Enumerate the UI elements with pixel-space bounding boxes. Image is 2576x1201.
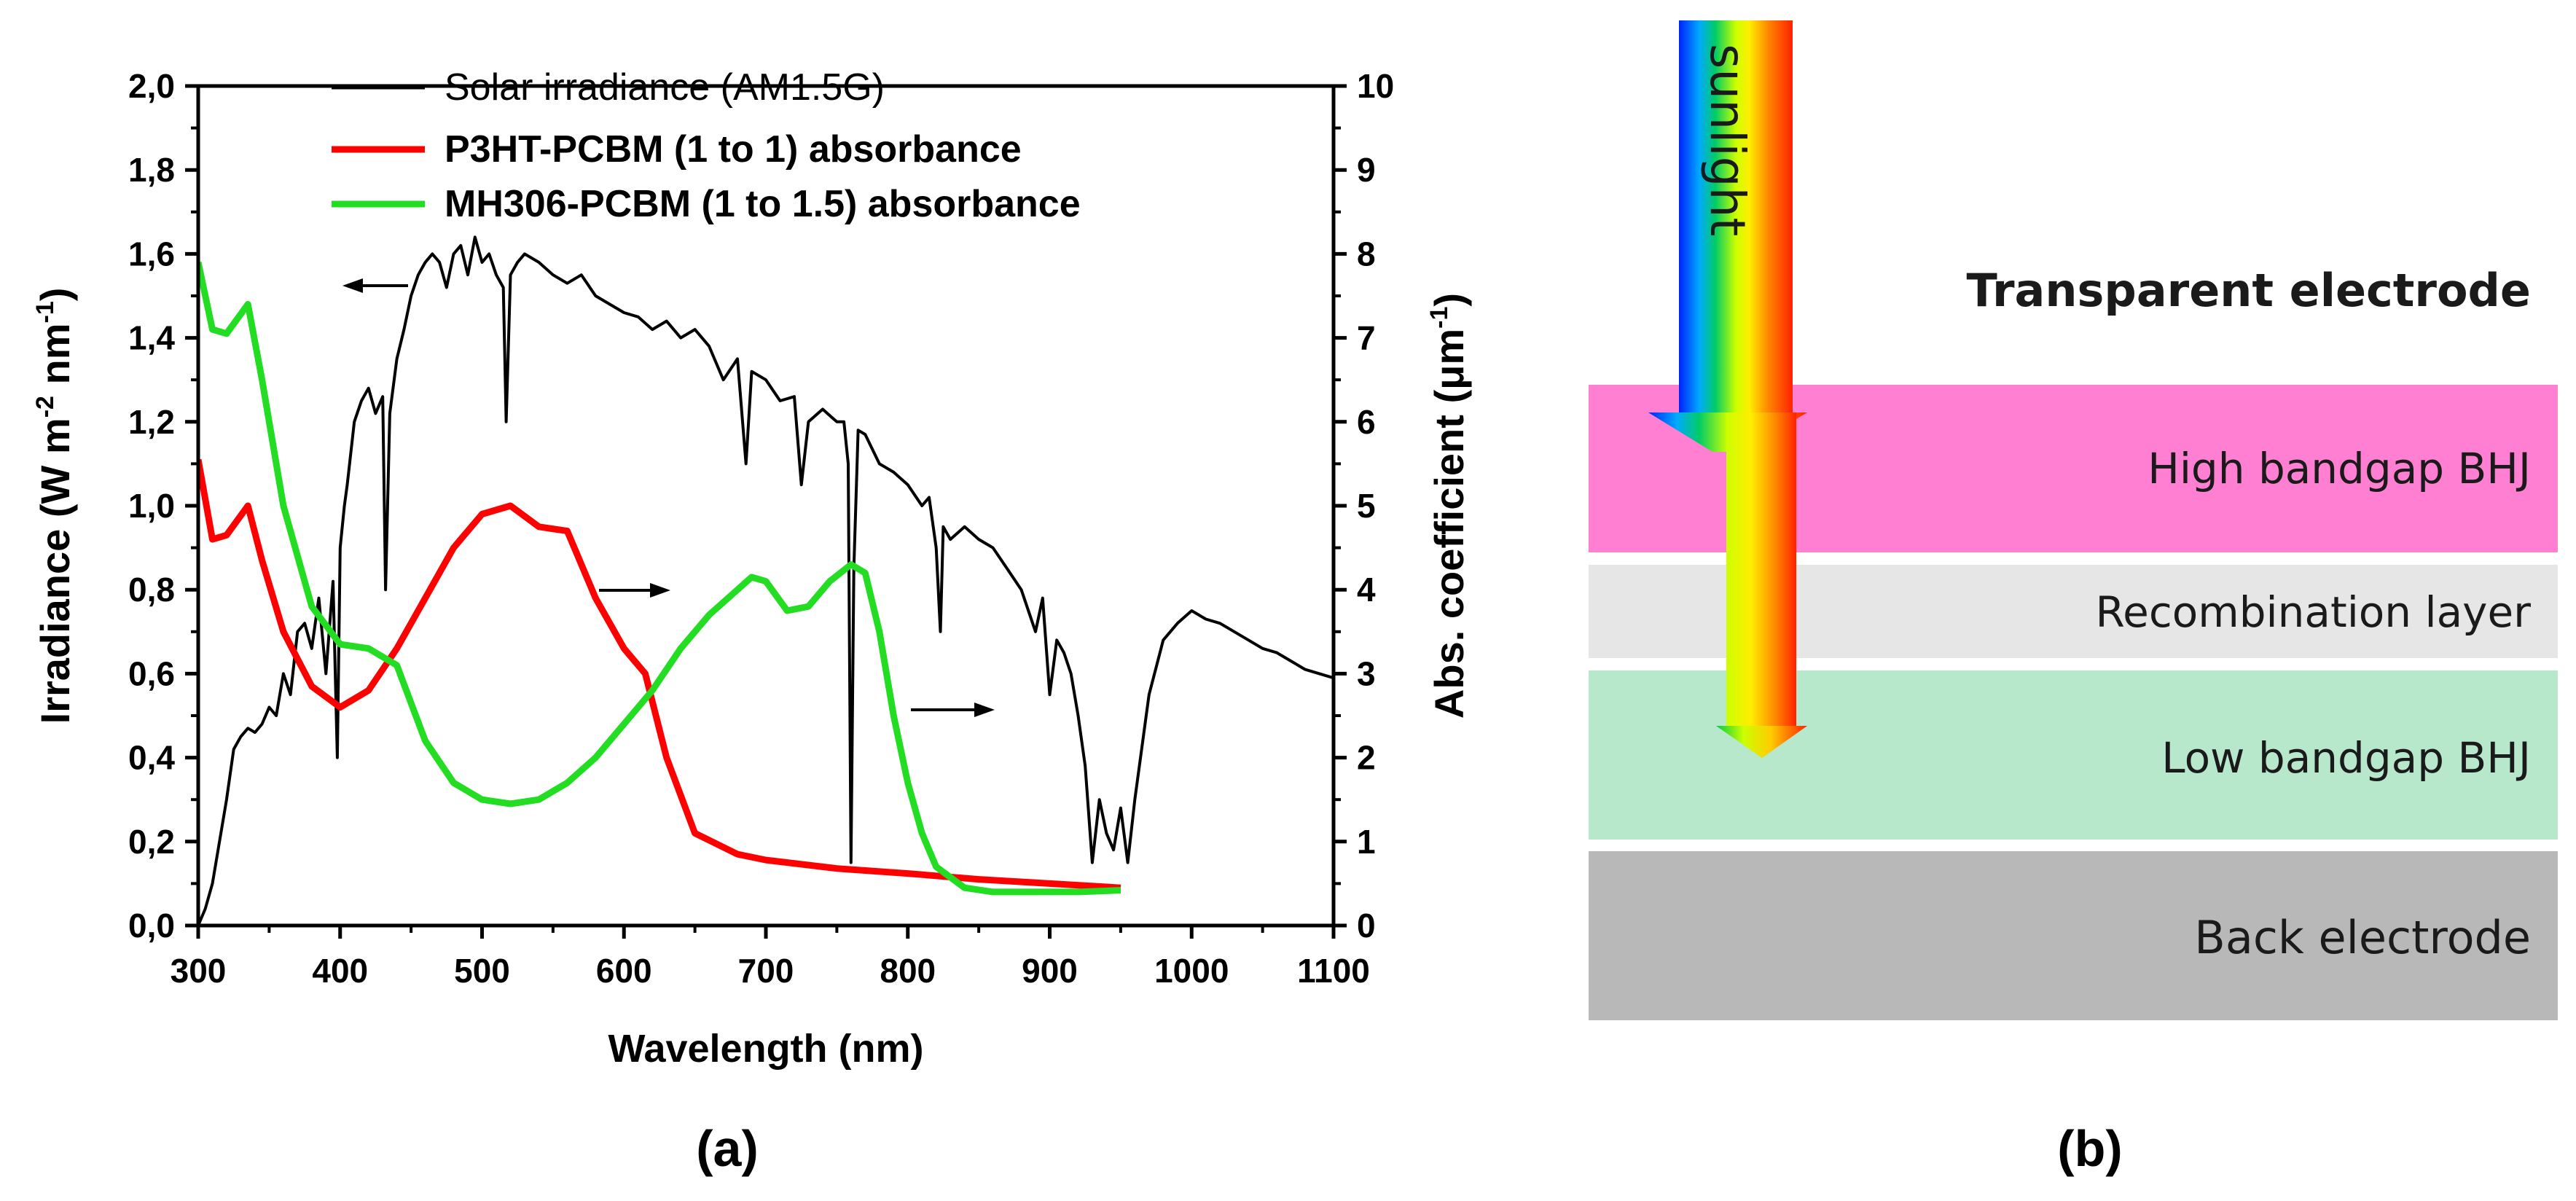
panel-b-label: (b) (2057, 1120, 2122, 1177)
series-line-mh306-pcbm (198, 261, 1121, 896)
x-tick-label: 1100 (1297, 952, 1370, 990)
x-axis-label: Wavelength (nm) (608, 1027, 923, 1071)
panel-a: 300 400 500 600 700 800 900 1000 1100 0,00,20,40… (31, 66, 1472, 1177)
panel-a-label: (a) (696, 1120, 759, 1177)
y-left-tick-label: 2,0 (128, 67, 175, 105)
x-tick-label: 300 (171, 952, 227, 990)
y-right-tick-label: 8 (1357, 235, 1376, 273)
y-left-tick-label: 0,0 (128, 907, 175, 944)
x-ticks: 300 400 500 600 700 800 900 1000 1100 (171, 926, 1370, 990)
left-arrow-icon (342, 278, 408, 293)
y-left-ticks: 0,0 0,2 0,4 0,6 0,8 1,0 1,2 1,4 1,6 1,8 2,0 (128, 67, 198, 944)
y-right-tick-label: 9 (1357, 151, 1376, 189)
x-tick-label: 900 (1022, 952, 1078, 990)
y-left-tick-label: 0,2 (128, 823, 175, 861)
y-left-tick-label: 0,8 (128, 571, 175, 609)
series-line-solar-irradiance (198, 235, 1334, 926)
y-left-tick-label: 1,4 (128, 319, 175, 357)
y-left-tick-label: 1,0 (128, 487, 175, 525)
x-tick-label: 700 (738, 952, 794, 990)
series-line-p3ht-pcbm (198, 458, 1121, 891)
legend-label-mh306: MH306-PCBM (1 to 1.5) absorbance (445, 183, 1081, 225)
y-right-tick-label: 1 (1357, 823, 1376, 861)
curves (198, 235, 1334, 926)
y-right-axis-label: Abs. coefficient (μm-1) (1425, 293, 1472, 719)
legend-label-solar: Solar irradiance (AM1.5G) (445, 66, 885, 109)
y-left-tick-label: 0,4 (128, 739, 175, 777)
y-left-tick-label: 1,8 (128, 151, 175, 189)
axis-pointer-arrows (342, 278, 995, 717)
layer-label-transparent-electrode: Transparent electrode (1967, 264, 2532, 317)
x-tick-label: 500 (454, 952, 510, 990)
legend: Solar irradiance (AM1.5G) P3HT-PCBM (1 t… (332, 66, 1081, 225)
panel-b: Transparent electrode High bandgap BHJ R… (1589, 20, 2558, 1177)
sunlight-label: sunlight (1699, 44, 1755, 236)
y-right-tick-label: 10 (1357, 67, 1394, 105)
layer-label-low-bandgap: Low bandgap BHJ (2161, 733, 2531, 783)
y-right-ticks: 0 1 2 3 4 5 6 7 8 9 10 (1334, 67, 1394, 944)
y-left-tick-label: 1,6 (128, 235, 175, 273)
y-right-tick-label: 7 (1357, 319, 1376, 357)
y-right-tick-label: 6 (1357, 403, 1376, 441)
y-right-tick-label: 2 (1357, 739, 1376, 777)
y-left-tick-label: 0,6 (128, 654, 175, 692)
sunlight-arrow-icon (1648, 20, 1807, 758)
layer-back-electrode (1589, 851, 2558, 1020)
right-arrow-icon (911, 703, 995, 717)
x-tick-label: 400 (312, 952, 368, 990)
y-right-tick-label: 0 (1357, 907, 1376, 944)
layer-label-back-electrode: Back electrode (2194, 911, 2531, 964)
y-right-tick-label: 4 (1357, 571, 1376, 609)
layer-label-high-bandgap: High bandgap BHJ (2148, 444, 2531, 493)
x-tick-label: 1000 (1154, 952, 1229, 990)
y-left-tick-label: 1,2 (128, 403, 175, 441)
x-tick-label: 800 (880, 952, 936, 990)
y-right-tick-label: 5 (1357, 487, 1376, 525)
right-arrow-icon (599, 583, 670, 598)
legend-label-p3ht: P3HT-PCBM (1 to 1) absorbance (445, 128, 1022, 171)
x-tick-label: 600 (596, 952, 652, 990)
layer-label-recombination: Recombination layer (2095, 587, 2531, 637)
y-left-axis-label: Irradiance (W m-2 nm-1) (31, 288, 78, 724)
y-right-tick-label: 3 (1357, 654, 1376, 692)
